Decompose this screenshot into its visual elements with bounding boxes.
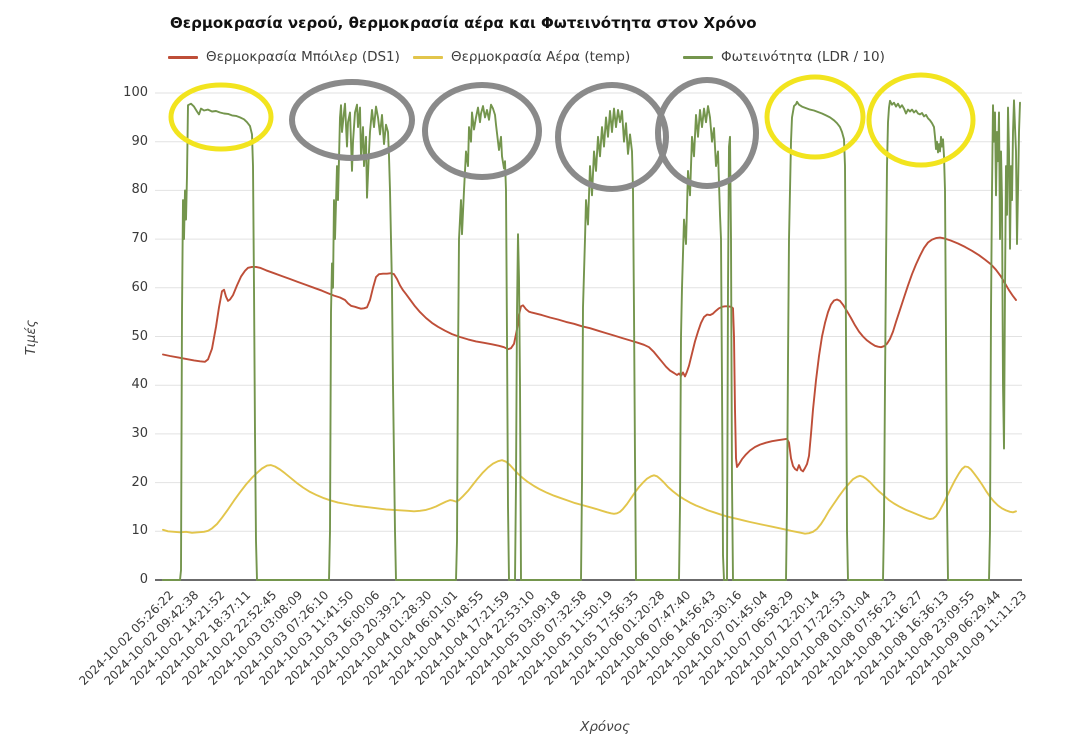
legend-item-boiler: Θερμοκρασία Μπόιλερ (DS1) <box>168 49 400 65</box>
air-temp-line <box>162 459 1017 535</box>
y-tick-label: 40 <box>131 377 148 393</box>
y-axis-title: Τιμές <box>24 319 40 356</box>
annotation-circle-smooth_day <box>866 72 976 168</box>
y-tick-label: 100 <box>123 85 148 100</box>
legend-item-ldr: Φωτεινότητα (LDR / 10) <box>683 49 885 65</box>
legend: Θερμοκρασία Μπόιλερ (DS1) Θερμοκρασία Αέ… <box>0 49 1081 69</box>
y-tick-label: 50 <box>131 328 148 344</box>
ldr-line-swatch <box>683 55 713 59</box>
boiler-temp-line <box>162 236 1017 473</box>
annotation-circle-cloudy_day <box>422 82 542 180</box>
y-tick-label: 80 <box>131 182 148 198</box>
ldr-light-line <box>162 99 1021 581</box>
legend-label-boiler: Θερμοκρασία Μπόιλερ (DS1) <box>206 49 400 65</box>
annotation-circle-cloudy_day <box>289 79 415 161</box>
boiler-line-swatch <box>168 55 198 59</box>
annotation-circle-smooth_day <box>764 74 866 160</box>
legend-label-air: Θερμοκρασία Αέρα (temp) <box>451 49 631 65</box>
air-line-swatch <box>413 55 443 59</box>
y-tick-label: 0 <box>139 572 148 587</box>
x-axis-title: Χρόνος <box>580 719 630 735</box>
y-tick-label: 70 <box>131 231 148 247</box>
y-tick-label: 90 <box>131 133 148 149</box>
y-tick-label: 20 <box>131 474 148 490</box>
y-tick-label: 60 <box>131 279 148 295</box>
legend-item-air: Θερμοκρασία Αέρα (temp) <box>413 49 630 65</box>
chart-title: Θερμοκρασία νερού, θερμοκρασία αέρα και … <box>170 14 757 32</box>
legend-label-ldr: Φωτεινότητα (LDR / 10) <box>721 49 885 65</box>
y-tick-label: 10 <box>131 523 148 539</box>
annotation-circle-cloudy_day <box>555 82 669 192</box>
annotation-circle-cloudy_day <box>655 77 759 189</box>
y-tick-label: 30 <box>131 425 148 441</box>
annotation-circle-smooth_day <box>168 82 274 152</box>
